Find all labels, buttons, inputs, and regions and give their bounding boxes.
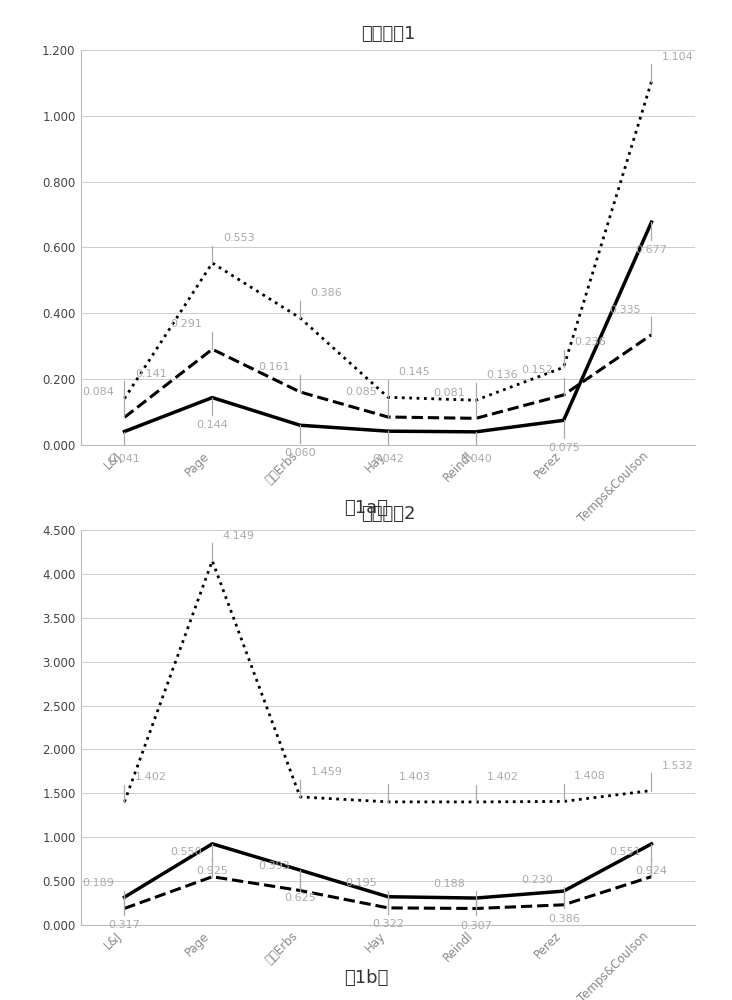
MAPE [120,411,129,423]
Text: （1b）: （1b） [344,969,388,987]
Text: 1.403: 1.403 [398,772,430,782]
Text: 0.041: 0.041 [108,454,141,464]
MBE [559,414,568,426]
NRMSE [647,76,656,88]
MAPE [384,411,392,423]
MBE [120,426,129,438]
Text: 0.335: 0.335 [609,305,641,315]
Text: 0.136: 0.136 [486,370,518,380]
Text: 0.195: 0.195 [346,878,378,888]
MBE [296,864,305,876]
Line: MBE: MBE [124,222,651,432]
NRMSE [384,796,392,808]
Line: MAPE: MAPE [124,877,651,908]
Text: （1a）: （1a） [344,499,388,517]
Line: NRMSE: NRMSE [124,82,651,400]
Title: 天气类型2: 天气类型2 [361,505,415,523]
MBE [471,892,480,904]
MBE [296,419,305,431]
Text: 1.104: 1.104 [662,52,694,62]
Text: 1.408: 1.408 [574,771,606,781]
Text: 0.291: 0.291 [170,319,202,329]
Text: 0.230: 0.230 [521,875,553,885]
MBE [647,216,656,228]
Text: 0.677: 0.677 [635,245,668,255]
Text: 0.075: 0.075 [548,443,580,453]
Text: 0.553: 0.553 [223,233,255,243]
Text: 0.040: 0.040 [460,454,492,464]
MAPE [647,871,656,883]
MAPE [647,329,656,341]
NRMSE [296,312,305,324]
MBE [559,885,568,897]
Text: 0.060: 0.060 [284,448,316,458]
MAPE [471,412,480,424]
NRMSE [208,257,217,269]
MAPE [208,871,217,883]
MBE [471,426,480,438]
MAPE [208,343,217,355]
Line: MBE: MBE [124,844,651,898]
Text: 4.149: 4.149 [223,531,255,541]
Text: 0.393: 0.393 [258,861,290,871]
Text: 0.317: 0.317 [108,920,141,930]
Text: 0.144: 0.144 [196,420,228,430]
Text: 0.145: 0.145 [398,367,430,377]
Text: 1.532: 1.532 [662,761,694,771]
Text: 0.161: 0.161 [258,362,290,372]
MAPE [296,386,305,398]
NRMSE [471,796,480,808]
MAPE [384,902,392,914]
Text: 0.042: 0.042 [372,454,404,464]
MBE [120,891,129,903]
Title: 天气类型1: 天气类型1 [361,25,415,43]
Text: 0.386: 0.386 [310,288,343,298]
NRMSE [120,393,129,405]
MBE [208,392,217,404]
Text: 0.152: 0.152 [521,365,553,375]
Text: 0.550: 0.550 [170,847,202,857]
MBE [208,838,217,850]
NRMSE [647,785,656,797]
MBE [647,838,656,850]
MAPE [559,899,568,911]
NRMSE [471,394,480,406]
Text: 1.459: 1.459 [310,767,343,777]
Text: 1.402: 1.402 [135,772,167,782]
Text: 0.386: 0.386 [548,914,580,924]
Text: 0.551: 0.551 [609,847,641,857]
Text: 0.924: 0.924 [635,866,668,876]
MBE [384,425,392,437]
Text: 0.322: 0.322 [372,919,404,929]
MAPE [296,885,305,897]
NRMSE [296,791,305,803]
Text: 0.925: 0.925 [196,866,228,876]
Text: 0.141: 0.141 [135,369,167,379]
Line: NRMSE: NRMSE [124,561,651,802]
Text: 0.189: 0.189 [82,878,114,888]
MAPE [471,902,480,914]
NRMSE [559,361,568,373]
NRMSE [120,796,129,808]
Text: 0.085: 0.085 [346,387,378,397]
MAPE [120,902,129,914]
Legend: MAPE, NRMSE, MBE: MAPE, NRMSE, MBE [213,531,563,557]
Text: 1.402: 1.402 [486,772,518,782]
NRMSE [384,391,392,403]
NRMSE [559,795,568,807]
Text: 0.236: 0.236 [574,337,606,347]
Line: MAPE: MAPE [124,335,651,418]
NRMSE [208,555,217,567]
Text: 0.188: 0.188 [433,879,466,889]
Text: 0.307: 0.307 [460,921,492,931]
MAPE [559,389,568,401]
Text: 0.625: 0.625 [284,893,316,903]
MBE [384,891,392,903]
Text: 0.081: 0.081 [433,388,466,398]
Text: 0.084: 0.084 [82,387,114,397]
